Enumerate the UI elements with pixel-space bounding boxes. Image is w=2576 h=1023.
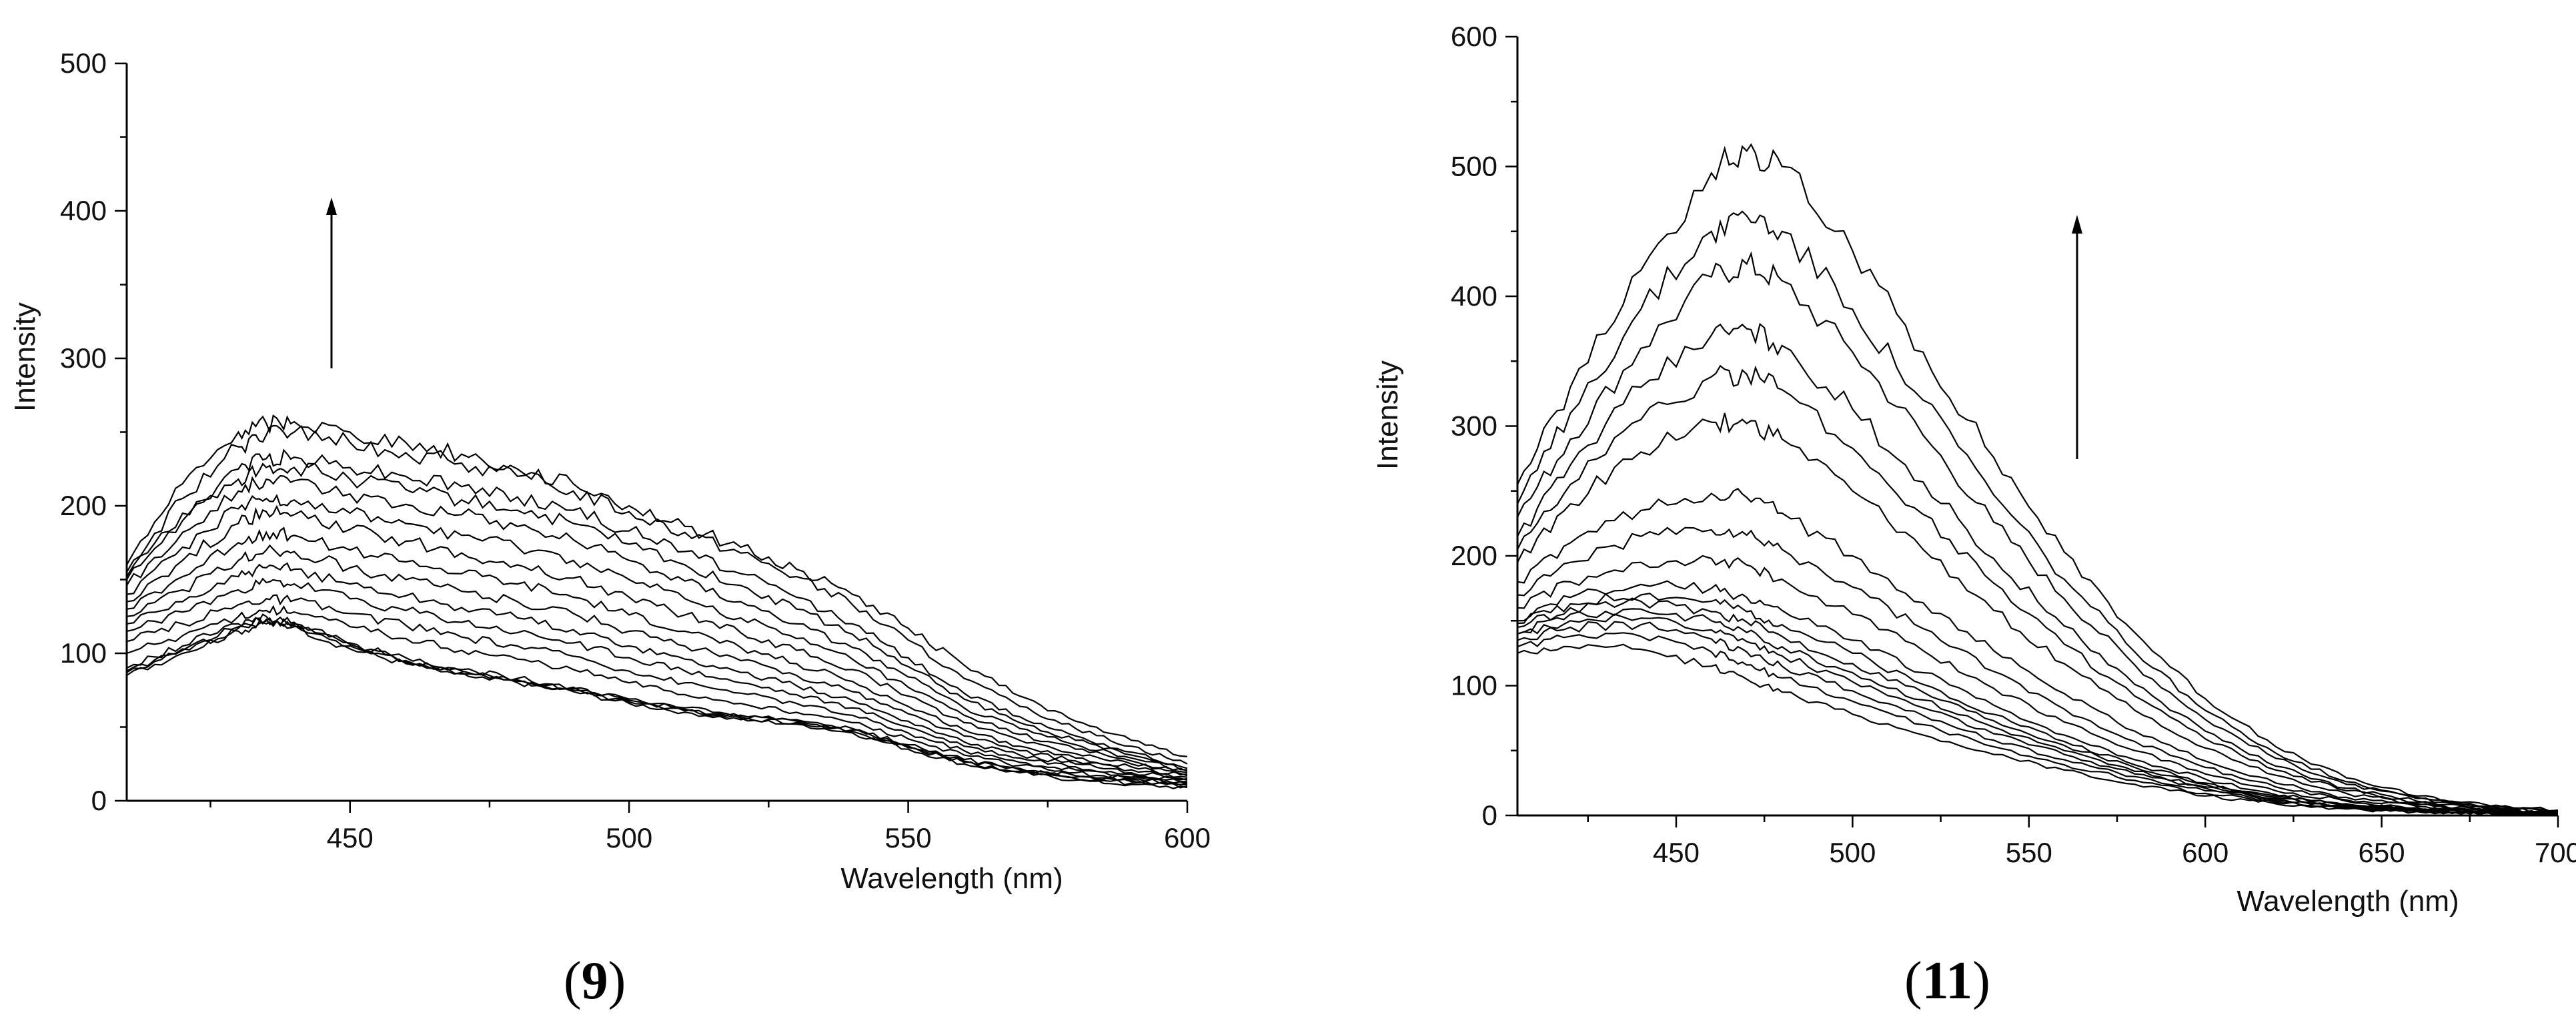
chart-11-series-3 xyxy=(1517,621,2559,817)
chart-11-series-2 xyxy=(1517,632,2559,815)
chart-9-series-17 xyxy=(126,414,1188,757)
chart-11-series-7 xyxy=(1517,593,2559,817)
chart-11-series-1 xyxy=(1517,643,2559,816)
chart-9-series-8 xyxy=(126,562,1188,781)
chart-11-y-tick-label: 400 xyxy=(1451,280,1497,312)
chart-11-series-12 xyxy=(1517,412,2559,813)
chart-11-y-tick-label: 300 xyxy=(1451,410,1497,442)
chart-9-y-tick-label: 100 xyxy=(60,637,107,669)
chart-11-series-8 xyxy=(1517,580,2559,815)
chart-11-axes: 450 500 550 600 650 700 0 100 200 300 400 500 600 xyxy=(1451,21,2576,868)
chart-11-x-tick-label: 650 xyxy=(2359,837,2405,868)
chart-9-series-10 xyxy=(126,527,1188,777)
chart-11-x-axis-label: Wavelength (nm) xyxy=(2236,885,2459,918)
chart-11-x-tick-label: 700 xyxy=(2535,837,2576,868)
panel-label-9-text: 9 xyxy=(581,952,608,1010)
chart-11-y-tick-label: 0 xyxy=(1482,799,1497,831)
chart-11-series-10 xyxy=(1517,527,2559,814)
chart-11-series-9 xyxy=(1517,555,2559,814)
chart-9-series-6 xyxy=(126,594,1188,783)
chart-11-series-group xyxy=(1517,143,2559,817)
chart-9-y-tick-label: 0 xyxy=(91,785,107,816)
chart-9-x-axis-label: Wavelength (nm) xyxy=(840,862,1063,895)
chart-9-series-15 xyxy=(126,448,1188,769)
chart-9-x-tick-label: 500 xyxy=(606,822,652,854)
chart-9-y-tick-label: 400 xyxy=(60,195,107,226)
chart-11-y-tick-label: 500 xyxy=(1451,151,1497,182)
chart-11-y-axis-label: Intensity xyxy=(1371,360,1404,470)
chart-9-series-14 xyxy=(126,462,1188,771)
chart-9-axes: 450 500 550 600 0 100 200 300 400 500 xyxy=(60,47,1211,854)
panel-label-9: (9) xyxy=(564,952,626,1010)
chart-11-y-tick-label: 100 xyxy=(1451,670,1497,701)
chart-9-series-5 xyxy=(126,605,1188,785)
chart-11-x-tick-label: 550 xyxy=(2006,837,2052,868)
chart-11-series-14 xyxy=(1517,322,2559,813)
chart-11-y-tick-label: 600 xyxy=(1451,21,1497,52)
chart-9-series-11 xyxy=(126,504,1188,776)
chart-11-series-4 xyxy=(1517,613,2558,816)
chart-9-series-9 xyxy=(126,544,1188,778)
chart-9-series-4 xyxy=(126,613,1188,784)
chart-9-series-group xyxy=(126,414,1188,789)
panel-label-11-text: 11 xyxy=(1922,952,1973,1010)
chart-11-x-tick-label: 450 xyxy=(1653,837,1700,868)
chart-11-series-16 xyxy=(1517,210,2559,812)
chart-11-x-tick-label: 600 xyxy=(2182,837,2228,868)
chart-9-series-7 xyxy=(126,577,1188,781)
chart-11-x-tick-label: 500 xyxy=(1829,837,1876,868)
chart-11-series-13 xyxy=(1517,364,2559,813)
chart-11-y-tick-label: 200 xyxy=(1451,540,1497,571)
chart-9-y-axis-label: Intensity xyxy=(9,302,41,412)
chart-9: 450 500 550 600 0 100 200 300 400 500 Wavelength … xyxy=(9,47,1211,895)
chart-9-x-tick-label: 550 xyxy=(885,822,932,854)
chart-9-series-16 xyxy=(126,424,1188,765)
chart-9-series-12 xyxy=(126,494,1188,774)
chart-11-series-11 xyxy=(1517,488,2559,815)
chart-9-y-tick-label: 200 xyxy=(60,490,107,521)
chart-9-x-tick-label: 600 xyxy=(1164,822,1211,854)
chart-9-y-tick-label: 300 xyxy=(60,342,107,374)
panel-label-11: (11) xyxy=(1904,952,1990,1010)
chart-11-increase-arrow xyxy=(2072,215,2082,459)
chart-9-increase-arrow xyxy=(326,198,337,368)
chart-9-x-tick-label: 450 xyxy=(327,822,374,854)
chart-11: 450 500 550 600 650 700 0 100 200 300 400 500 600 Wa… xyxy=(1371,21,2576,918)
chart-9-y-tick-label: 500 xyxy=(60,47,107,79)
chart-9-series-13 xyxy=(126,474,1188,772)
chart-11-series-17 xyxy=(1517,143,2559,812)
